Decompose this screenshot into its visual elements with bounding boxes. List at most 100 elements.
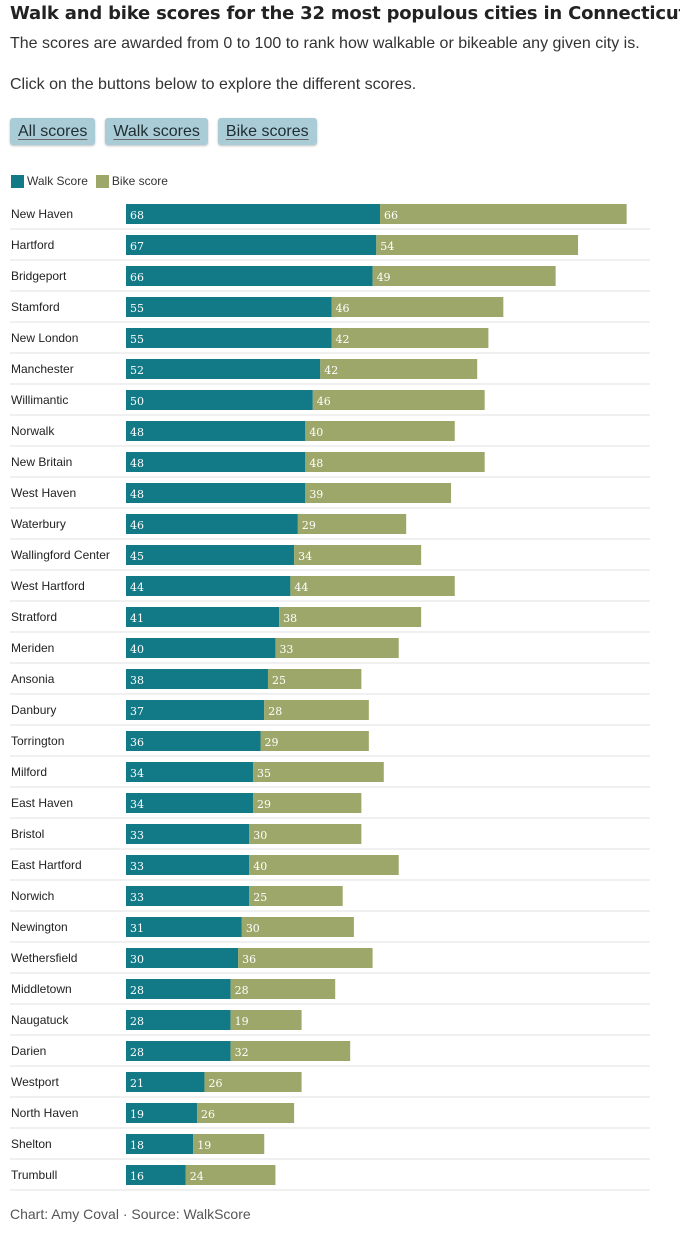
walk-value-label: 38 bbox=[130, 674, 144, 687]
walk-bar bbox=[126, 1165, 186, 1185]
bar-row: Danbury 37 28 bbox=[10, 700, 650, 726]
bike-bar bbox=[290, 576, 455, 596]
walk-value-label: 28 bbox=[130, 1015, 144, 1028]
walk-bar bbox=[126, 514, 298, 534]
bike-bar bbox=[193, 1134, 265, 1154]
walk-bar bbox=[126, 731, 261, 751]
walk-bar bbox=[126, 328, 332, 348]
bike-bar bbox=[238, 948, 373, 968]
walk-bar bbox=[126, 266, 373, 286]
walk-value-label: 19 bbox=[130, 1108, 144, 1121]
all-scores-button[interactable]: All scores bbox=[10, 118, 96, 145]
walk-value-label: 16 bbox=[130, 1170, 144, 1183]
bike-bar bbox=[305, 452, 485, 472]
bike-bar bbox=[312, 390, 485, 410]
walk-value-label: 41 bbox=[130, 612, 144, 625]
bike-value-label: 25 bbox=[272, 674, 286, 687]
legend: Walk Score Bike score bbox=[11, 174, 176, 188]
city-label: Norwalk bbox=[11, 424, 55, 438]
walk-bar bbox=[126, 576, 291, 596]
bike-value-label: 42 bbox=[335, 333, 349, 346]
walk-bar bbox=[126, 855, 250, 875]
bar-row: Stamford 55 46 bbox=[10, 297, 650, 323]
walk-bar bbox=[126, 359, 321, 379]
bike-bar bbox=[331, 328, 489, 348]
city-label: Milford bbox=[11, 765, 47, 779]
bar-row: Meriden 40 33 bbox=[10, 638, 650, 664]
bike-value-label: 46 bbox=[317, 395, 331, 408]
bike-bar bbox=[279, 607, 422, 627]
bike-value-label: 38 bbox=[283, 612, 297, 625]
bike-bar bbox=[253, 762, 384, 782]
walk-value-label: 48 bbox=[130, 457, 144, 470]
city-label: West Haven bbox=[11, 486, 76, 500]
city-label: Meriden bbox=[11, 641, 54, 655]
city-label: Middletown bbox=[11, 982, 72, 996]
bar-row: Hartford 67 54 bbox=[10, 235, 650, 261]
bike-bar bbox=[196, 1103, 295, 1123]
bar-row: West Haven 48 39 bbox=[10, 483, 650, 509]
walk-value-label: 52 bbox=[130, 364, 144, 377]
walk-value-label: 31 bbox=[130, 922, 144, 935]
bike-bar bbox=[376, 235, 579, 255]
bar-row: Newington 31 30 bbox=[10, 917, 650, 943]
city-label: Trumbull bbox=[11, 1168, 57, 1182]
walk-bar bbox=[126, 948, 239, 968]
walk-value-label: 33 bbox=[130, 829, 144, 842]
bar-row: Wallingford Center 45 34 bbox=[10, 545, 650, 571]
walk-bar bbox=[126, 421, 306, 441]
city-label: Stamford bbox=[11, 300, 60, 314]
walk-bar bbox=[126, 1134, 194, 1154]
city-label: Westport bbox=[11, 1075, 59, 1089]
bike-value-label: 46 bbox=[335, 302, 349, 315]
walk-bar bbox=[126, 1010, 231, 1030]
walk-scores-button[interactable]: Walk scores bbox=[105, 118, 208, 145]
walk-bar bbox=[126, 886, 250, 906]
walk-bar bbox=[126, 607, 280, 627]
city-label: Manchester bbox=[11, 362, 74, 376]
bike-bar bbox=[260, 731, 369, 751]
bike-bar bbox=[372, 266, 556, 286]
walk-value-label: 48 bbox=[130, 426, 144, 439]
bike-scores-button[interactable]: Bike scores bbox=[217, 118, 317, 145]
bike-value-label: 29 bbox=[302, 519, 316, 532]
city-label: New Britain bbox=[11, 455, 72, 469]
bar-row: East Hartford 33 40 bbox=[10, 855, 650, 881]
bike-value-label: 34 bbox=[298, 550, 312, 563]
bike-value-label: 24 bbox=[190, 1170, 204, 1183]
bar-row: West Hartford 44 44 bbox=[10, 576, 650, 602]
bike-bar bbox=[320, 359, 478, 379]
walk-bar bbox=[126, 204, 381, 224]
walk-value-label: 40 bbox=[130, 643, 144, 656]
city-label: New Haven bbox=[11, 207, 73, 221]
walk-value-label: 34 bbox=[130, 798, 144, 811]
bike-value-label: 26 bbox=[208, 1077, 222, 1090]
bike-bar bbox=[185, 1165, 276, 1185]
bike-value-label: 30 bbox=[246, 922, 260, 935]
bike-bar bbox=[241, 917, 354, 937]
bike-value-label: 39 bbox=[309, 488, 323, 501]
bike-value-label: 40 bbox=[253, 860, 267, 873]
bike-bar bbox=[297, 514, 407, 534]
page-title: Walk and bike scores for the 32 most pop… bbox=[10, 3, 680, 24]
subtitle: The scores are awarded from 0 to 100 to … bbox=[10, 35, 640, 52]
bar-row: Waterbury 46 29 bbox=[10, 514, 650, 540]
walk-value-label: 45 bbox=[130, 550, 144, 563]
walk-value-label: 46 bbox=[130, 519, 144, 532]
bike-bar bbox=[230, 979, 336, 999]
bar-row: Bristol 33 30 bbox=[10, 824, 650, 850]
city-label: Torrington bbox=[11, 734, 64, 748]
walk-bar bbox=[126, 700, 265, 720]
walk-bar bbox=[126, 1041, 231, 1061]
bike-value-label: 66 bbox=[384, 209, 398, 222]
city-label: North Haven bbox=[11, 1106, 78, 1120]
walk-bar bbox=[126, 638, 276, 658]
bike-value-label: 19 bbox=[235, 1015, 249, 1028]
city-label: West Hartford bbox=[11, 579, 85, 593]
walk-bar bbox=[126, 545, 295, 565]
bike-value-label: 33 bbox=[279, 643, 293, 656]
walk-value-label: 30 bbox=[130, 953, 144, 966]
bar-row: New Britain 48 48 bbox=[10, 452, 650, 478]
bike-value-label: 54 bbox=[380, 240, 394, 253]
bike-bar bbox=[264, 700, 369, 720]
